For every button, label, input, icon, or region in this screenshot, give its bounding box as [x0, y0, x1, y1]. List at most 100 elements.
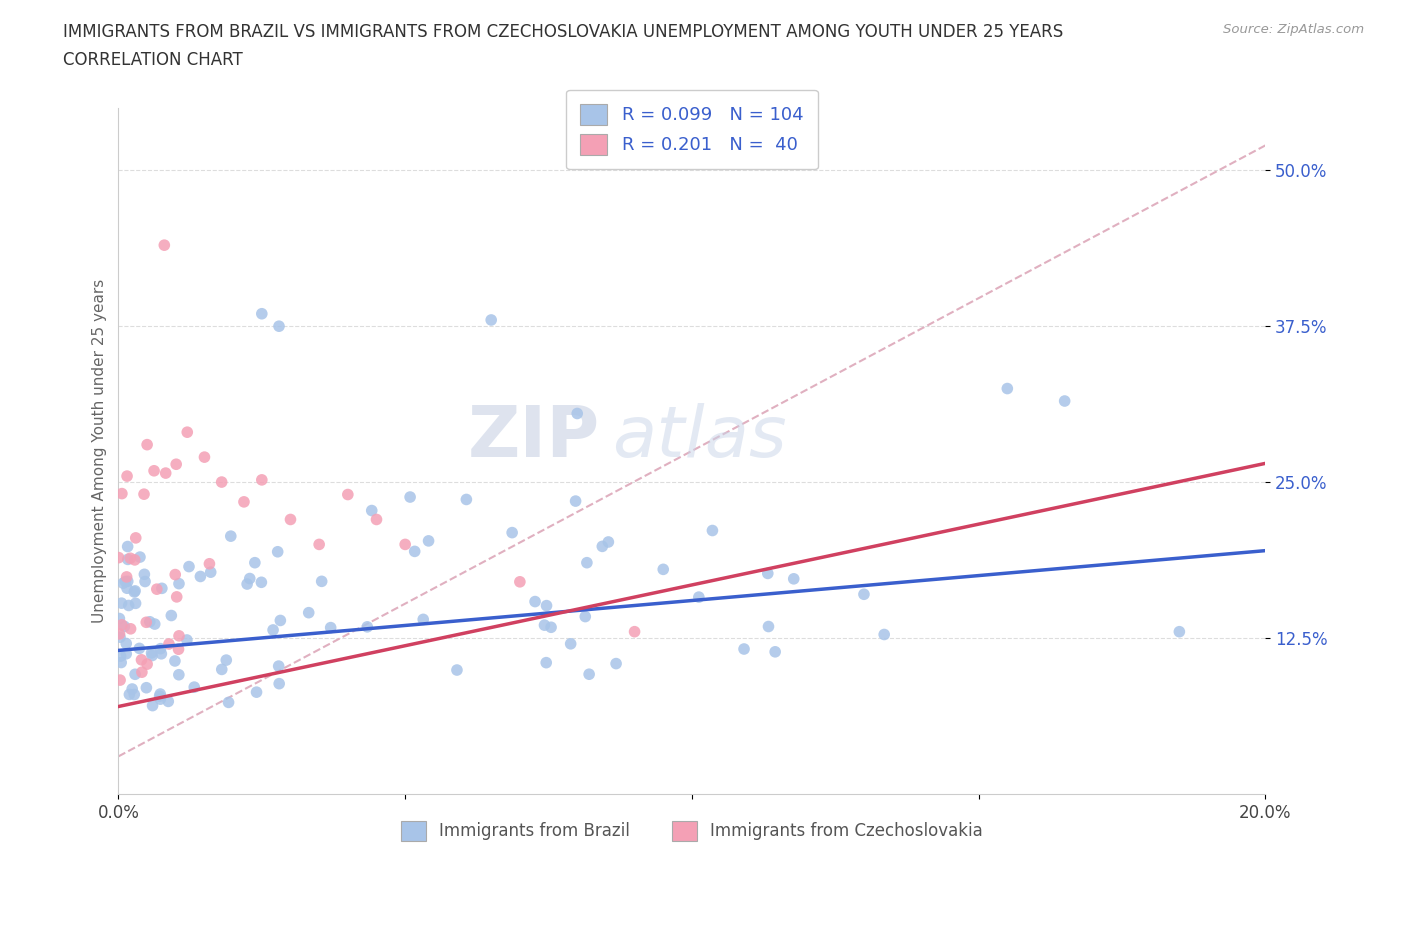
Point: [211, 474, 233, 489]
Point: [418, 534, 440, 549]
Point: [118, 598, 141, 613]
Point: [298, 605, 321, 620]
Point: [131, 665, 153, 680]
Point: [243, 555, 266, 570]
Point: [262, 622, 284, 637]
Point: [163, 654, 186, 669]
Point: [108, 672, 131, 687]
Point: [598, 535, 620, 550]
Point: [149, 686, 172, 701]
Point: [112, 619, 135, 634]
Point: [479, 312, 502, 327]
Point: [267, 319, 290, 334]
Point: [250, 472, 273, 487]
Point: [115, 646, 138, 661]
Point: [193, 450, 215, 465]
Point: [125, 530, 148, 545]
Point: [153, 238, 176, 253]
Point: [218, 695, 240, 710]
Point: [560, 636, 582, 651]
Point: [135, 680, 157, 695]
Point: [141, 648, 163, 663]
Point: [280, 512, 302, 527]
Point: [149, 641, 172, 656]
Point: [534, 656, 557, 671]
Point: [132, 486, 155, 501]
Point: [190, 569, 212, 584]
Point: [117, 574, 139, 589]
Point: [652, 562, 675, 577]
Point: [118, 687, 141, 702]
Point: [524, 594, 547, 609]
Point: [124, 687, 146, 702]
Point: [135, 615, 157, 630]
Point: [239, 571, 262, 586]
Point: [139, 615, 162, 630]
Point: [141, 645, 163, 660]
Point: [245, 684, 267, 699]
Point: [167, 577, 190, 591]
Point: [356, 619, 378, 634]
Point: [167, 642, 190, 657]
Point: [360, 503, 382, 518]
Text: atlas: atlas: [612, 403, 786, 472]
Point: [404, 544, 426, 559]
Point: [688, 590, 710, 604]
Point: [995, 381, 1018, 396]
Point: [336, 487, 359, 502]
Text: IMMIGRANTS FROM BRAZIL VS IMMIGRANTS FROM CZECHOSLOVAKIA UNEMPLOYMENT AMONG YOUT: IMMIGRANTS FROM BRAZIL VS IMMIGRANTS FRO…: [63, 23, 1063, 41]
Text: ZIP: ZIP: [468, 403, 600, 472]
Point: [176, 632, 198, 647]
Point: [110, 655, 132, 670]
Point: [149, 692, 172, 707]
Point: [111, 486, 134, 501]
Point: [107, 551, 129, 565]
Point: [129, 550, 152, 565]
Point: [564, 494, 586, 509]
Point: [176, 425, 198, 440]
Point: [758, 619, 780, 634]
Point: [167, 629, 190, 644]
Point: [117, 539, 139, 554]
Y-axis label: Unemployment Among Youth under 25 years: Unemployment Among Youth under 25 years: [93, 279, 107, 623]
Point: [575, 555, 598, 570]
Point: [456, 492, 478, 507]
Point: [446, 662, 468, 677]
Point: [574, 609, 596, 624]
Point: [702, 523, 724, 538]
Point: [146, 582, 169, 597]
Point: [215, 653, 238, 668]
Point: [412, 612, 434, 627]
Point: [110, 648, 132, 663]
Text: CORRELATION CHART: CORRELATION CHART: [63, 51, 243, 69]
Point: [267, 658, 290, 673]
Point: [155, 466, 177, 481]
Point: [1053, 393, 1076, 408]
Point: [578, 667, 600, 682]
Point: [733, 642, 755, 657]
Point: [124, 667, 146, 682]
Point: [124, 552, 146, 567]
Point: [131, 652, 153, 667]
Point: [269, 676, 291, 691]
Point: [623, 624, 645, 639]
Point: [533, 618, 555, 632]
Point: [167, 668, 190, 683]
Point: [605, 657, 627, 671]
Point: [117, 551, 139, 566]
Point: [134, 574, 156, 589]
Point: [501, 525, 523, 540]
Point: [143, 617, 166, 631]
Point: [134, 567, 156, 582]
Point: [122, 584, 145, 599]
Point: [160, 608, 183, 623]
Point: [763, 644, 786, 659]
Point: [120, 621, 142, 636]
Point: [200, 565, 222, 579]
Point: [267, 544, 290, 559]
Point: [319, 620, 342, 635]
Point: [1168, 624, 1191, 639]
Point: [120, 551, 142, 565]
Legend: Immigrants from Brazil, Immigrants from Czechoslovakia: Immigrants from Brazil, Immigrants from …: [394, 815, 990, 847]
Point: [166, 590, 188, 604]
